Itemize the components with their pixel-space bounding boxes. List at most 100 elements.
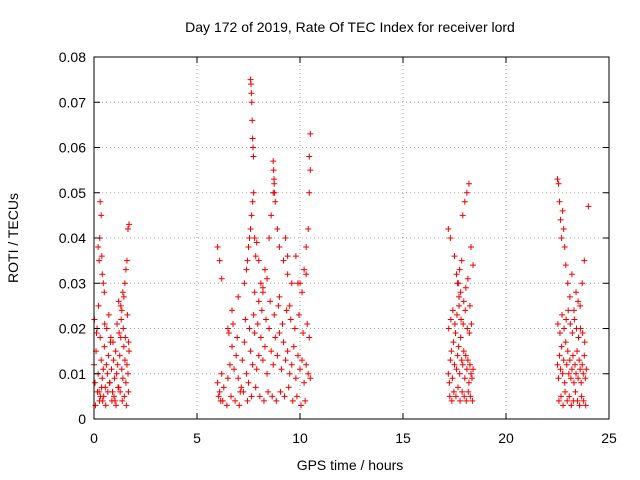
data-point [272, 334, 279, 341]
data-point [456, 266, 463, 273]
y-tick-label: 0 [78, 411, 86, 427]
data-point [447, 357, 454, 364]
data-point [292, 253, 299, 260]
data-point [554, 176, 561, 183]
y-tick-labels: 0 0.01 0.02 0.03 0.04 0.05 0.06 0.07 0.08 [59, 49, 86, 427]
data-point [114, 320, 121, 327]
data-point [263, 316, 270, 323]
data-point [307, 167, 314, 174]
data-point [299, 289, 306, 296]
data-point [257, 280, 264, 287]
data-point [461, 375, 468, 382]
data-point [99, 271, 106, 278]
data-point [299, 357, 306, 364]
data-point [271, 311, 278, 318]
data-point [304, 320, 311, 327]
data-point [570, 379, 577, 386]
data-point [464, 275, 471, 282]
data-point [298, 402, 305, 409]
data-point [291, 325, 298, 332]
data-point [122, 379, 129, 386]
y-tick-label: 0.07 [59, 94, 86, 110]
data-point [306, 334, 313, 341]
chart-title: Day 172 of 2019, Rate Of TEC Index for r… [185, 19, 515, 35]
data-point [248, 393, 255, 400]
data-point [454, 280, 461, 287]
axis-ticks [93, 56, 610, 420]
data-point [305, 370, 312, 377]
data-point [449, 375, 456, 382]
data-point [119, 289, 126, 296]
data-point [115, 384, 122, 391]
data-point [568, 366, 575, 373]
data-point [251, 289, 258, 296]
data-point [98, 384, 105, 391]
data-point [229, 343, 236, 350]
data-point [121, 280, 128, 287]
data-point [294, 280, 301, 287]
data-point [458, 357, 465, 364]
data-point [278, 366, 285, 373]
data-point [558, 343, 565, 350]
data-point [562, 388, 569, 395]
data-point [100, 280, 107, 287]
y-tick-label: 0.06 [59, 140, 86, 156]
data-point [561, 244, 568, 251]
data-point [277, 388, 284, 395]
data-point [564, 348, 571, 355]
data-point [283, 307, 290, 314]
data-point [571, 316, 578, 323]
data-point [578, 379, 585, 386]
y-tick-label: 0.02 [59, 321, 86, 337]
data-point [259, 357, 266, 364]
data-point [217, 397, 224, 404]
data-point [248, 212, 255, 219]
data-point [118, 366, 125, 373]
data-point [249, 117, 256, 124]
data-point [257, 334, 264, 341]
data-point [110, 393, 117, 400]
data-point [574, 348, 581, 355]
data-point [119, 397, 126, 404]
data-point [570, 307, 577, 314]
data-point [455, 343, 462, 350]
data-point [470, 366, 477, 373]
data-point [216, 388, 223, 395]
data-point [116, 330, 123, 337]
data-point [229, 307, 236, 314]
data-point [279, 320, 286, 327]
data-point [233, 352, 240, 359]
data-point [573, 370, 580, 377]
data-point [250, 189, 257, 196]
data-point [270, 361, 277, 368]
data-point [462, 307, 469, 314]
data-point [554, 320, 561, 327]
data-point [247, 81, 254, 88]
data-point [467, 393, 474, 400]
data-point [247, 225, 254, 232]
data-point [249, 361, 256, 368]
y-axis-label: ROTI / TECUs [5, 193, 21, 283]
data-point [250, 144, 257, 151]
data-point [456, 370, 463, 377]
data-point [446, 393, 453, 400]
data-point [105, 311, 112, 318]
data-point [561, 379, 568, 386]
data-point [451, 361, 458, 368]
data-point [98, 357, 105, 364]
data-point [565, 307, 572, 314]
data-point [470, 262, 477, 269]
data-point [582, 375, 589, 382]
data-point [465, 379, 472, 386]
data-point [582, 402, 589, 409]
data-point [270, 167, 277, 174]
data-point [125, 339, 132, 346]
data-point [216, 257, 223, 264]
data-point [457, 397, 464, 404]
data-point [223, 402, 230, 409]
data-point [556, 352, 563, 359]
data-point [214, 244, 221, 251]
data-point [301, 379, 308, 386]
data-point [276, 293, 283, 300]
data-point [282, 235, 289, 241]
